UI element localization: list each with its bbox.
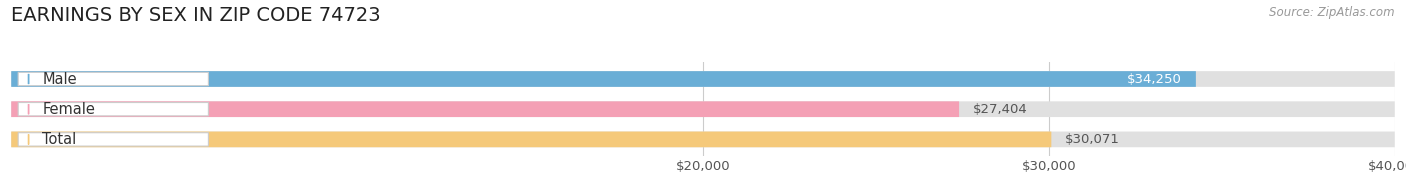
FancyBboxPatch shape bbox=[11, 101, 959, 117]
Text: $27,404: $27,404 bbox=[973, 103, 1028, 116]
Text: Total: Total bbox=[42, 132, 77, 147]
FancyBboxPatch shape bbox=[11, 132, 1395, 147]
FancyBboxPatch shape bbox=[11, 132, 1052, 147]
Text: $34,250: $34,250 bbox=[1128, 73, 1182, 85]
FancyBboxPatch shape bbox=[18, 133, 208, 146]
Text: Female: Female bbox=[42, 102, 96, 117]
FancyBboxPatch shape bbox=[11, 71, 1395, 87]
Text: $30,071: $30,071 bbox=[1066, 133, 1121, 146]
Text: EARNINGS BY SEX IN ZIP CODE 74723: EARNINGS BY SEX IN ZIP CODE 74723 bbox=[11, 6, 381, 25]
FancyBboxPatch shape bbox=[18, 72, 208, 86]
FancyBboxPatch shape bbox=[11, 101, 1395, 117]
FancyBboxPatch shape bbox=[18, 103, 208, 116]
FancyBboxPatch shape bbox=[11, 71, 1197, 87]
Text: Source: ZipAtlas.com: Source: ZipAtlas.com bbox=[1270, 6, 1395, 19]
Text: Male: Male bbox=[42, 72, 77, 87]
